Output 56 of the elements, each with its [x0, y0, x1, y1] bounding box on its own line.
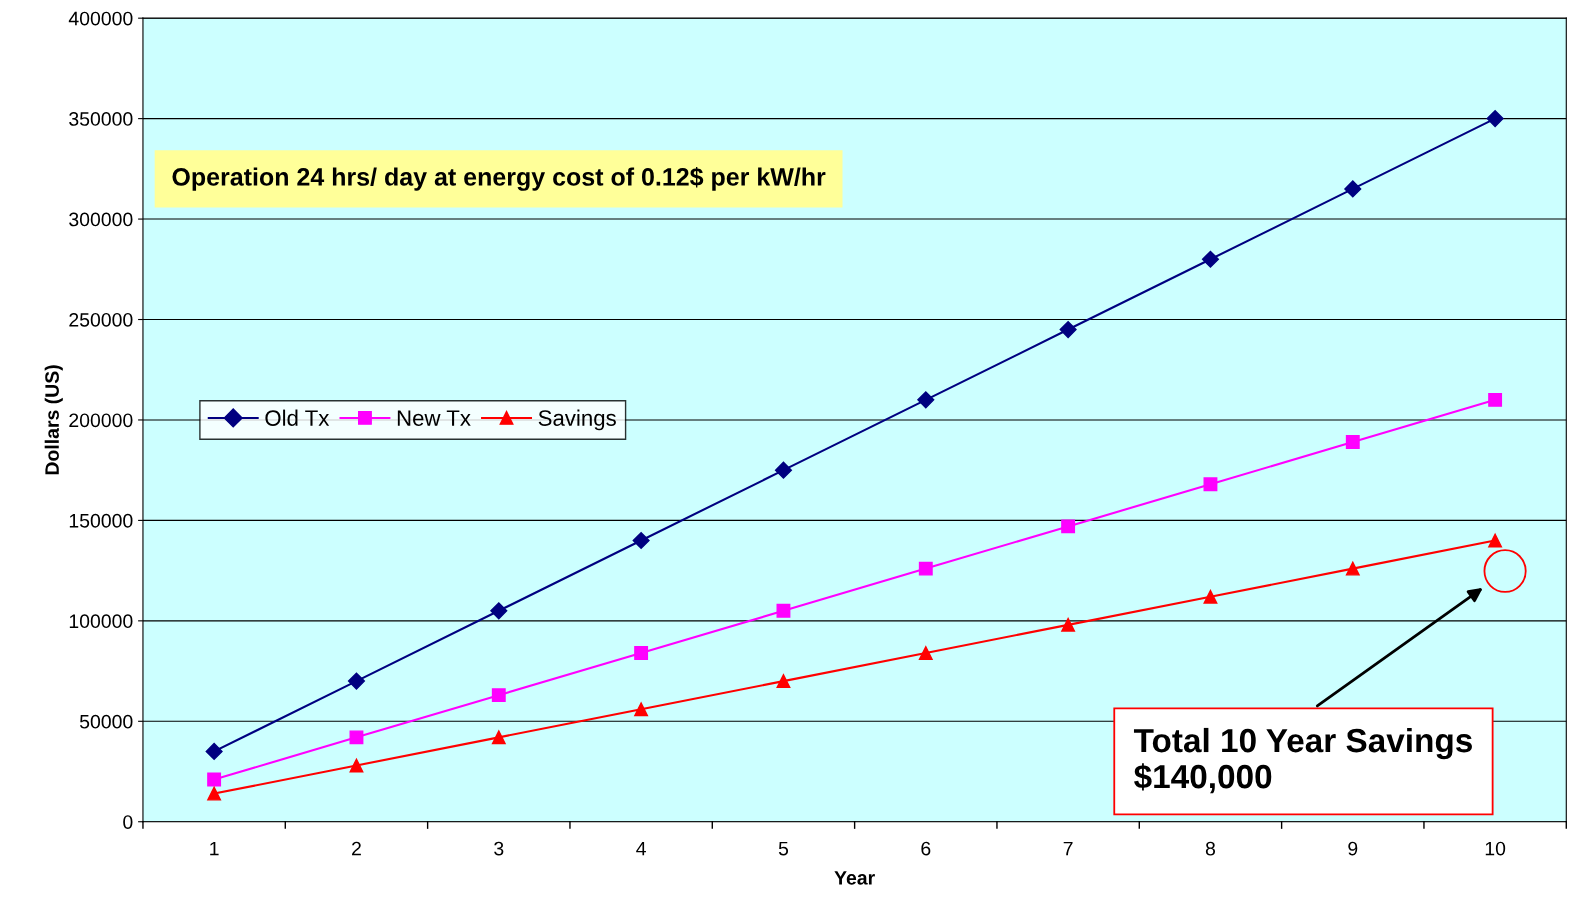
y-tick-label: 100000: [69, 614, 133, 629]
y-tick-label: 150000: [69, 513, 133, 528]
point: [347, 672, 366, 690]
legend-label: Savings: [538, 409, 616, 431]
x-tick-label: 4: [636, 841, 646, 856]
point: [917, 391, 935, 409]
point: [776, 674, 791, 689]
annotation: Total 10 Year Savings $140,000: [1133, 727, 1472, 794]
y-tick-label: 300000: [69, 212, 133, 227]
point: [1203, 589, 1218, 604]
x-tick-label: 5: [778, 841, 789, 856]
legend-label: Old Tx: [265, 409, 330, 426]
point: [776, 603, 791, 618]
y-tick-label: 0: [123, 815, 133, 829]
point: [1345, 561, 1360, 576]
x-axis-title: Year: [834, 871, 875, 885]
point: [490, 602, 508, 620]
x-tick-label: 2: [352, 841, 361, 856]
x-tick-label: 9: [1348, 841, 1358, 856]
point: [1486, 110, 1504, 128]
point: [1488, 392, 1503, 407]
point: [491, 730, 506, 745]
legend-label: New Tx: [397, 410, 471, 426]
point: [1488, 533, 1503, 548]
point: [1344, 180, 1362, 198]
y-tick-label: 400000: [68, 11, 133, 26]
point: [1061, 617, 1076, 632]
x-tick-label: 6: [921, 841, 931, 856]
point: [1201, 250, 1220, 268]
point: [1059, 321, 1077, 339]
annotation: Operation 24 hrs/ day at energy cost of 0.12$ per kW/hr: [172, 166, 826, 191]
y-tick-label: 50000: [79, 714, 133, 729]
point: [1345, 435, 1360, 450]
point: [1203, 477, 1218, 492]
point: [491, 688, 506, 703]
x-tick-label: 10: [1485, 841, 1506, 856]
point: [634, 702, 649, 717]
point: [774, 461, 793, 479]
point: [349, 730, 364, 745]
y-tick-label: 200000: [69, 413, 133, 428]
point: [634, 646, 649, 660]
point: [632, 531, 650, 550]
point: [918, 646, 933, 660]
y-tick-label: 250000: [69, 312, 133, 327]
point: [1061, 519, 1076, 534]
point: [918, 561, 933, 576]
y-axis-title: Dollars (US): [44, 365, 63, 475]
x-tick-label: 7: [1063, 841, 1073, 856]
point: [207, 786, 222, 801]
point: [349, 758, 364, 773]
x-tick-label: 8: [1205, 841, 1216, 856]
point: [207, 772, 222, 787]
x-tick-label: 1: [210, 841, 219, 856]
y-tick-label: 350000: [69, 112, 133, 126]
point: [205, 742, 223, 760]
x-tick-label: 3: [494, 841, 504, 856]
